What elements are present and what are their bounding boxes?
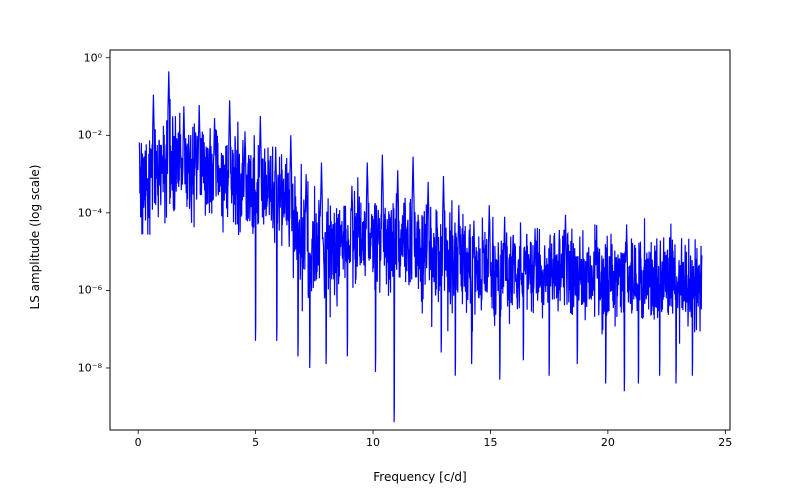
x-tick-label: 0	[135, 436, 142, 449]
periodogram-figure: 0 5 10 15 20 25 10⁻⁸ 10⁻⁶ 10⁻⁴ 10⁻² 10⁰ Frequency…	[0, 0, 800, 500]
x-tick-label: 15	[483, 436, 497, 449]
y-tick-label: 10⁻²	[70, 129, 102, 142]
y-tick-label: 10⁻⁸	[70, 361, 102, 374]
x-tick-label: 5	[252, 436, 259, 449]
y-tick-label: 10⁻⁴	[70, 206, 102, 219]
x-tick-label: 20	[601, 436, 615, 449]
x-tick-label: 10	[366, 436, 380, 449]
y-tick-label: 10⁰	[70, 51, 102, 64]
periodogram-line	[139, 71, 701, 422]
plot-svg	[0, 0, 800, 500]
x-axis-label: Frequency [c/d]	[360, 470, 480, 484]
y-tick-label: 10⁻⁶	[70, 284, 102, 297]
y-axis-label: LS amplitude (log scale)	[28, 157, 42, 317]
x-tick-label: 25	[718, 436, 732, 449]
